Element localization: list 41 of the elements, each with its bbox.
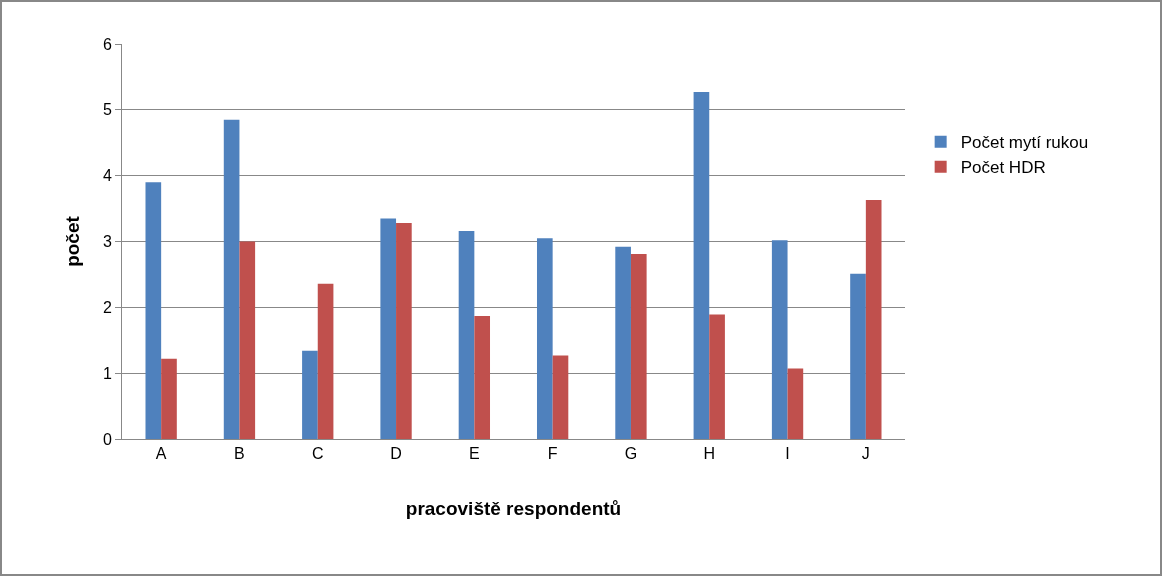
y-tick-label: 3: [102, 233, 112, 251]
bar: [850, 273, 866, 439]
bar: [396, 223, 412, 439]
legend-label: Počet mytí rukou: [960, 133, 1089, 153]
bar: [536, 238, 553, 439]
x-tick-label: E: [469, 445, 480, 463]
y-tick-label: 4: [102, 167, 112, 185]
x-tick-label: H: [703, 445, 716, 463]
x-tick-label: A: [155, 445, 167, 463]
x-tick-label: I: [785, 445, 790, 463]
bar: [223, 119, 240, 439]
legend-label: Počet HDR: [960, 158, 1046, 178]
bar: [771, 240, 788, 439]
y-tick-label: 0: [102, 430, 112, 448]
y-tick-label: 5: [102, 101, 112, 119]
bar: [630, 254, 647, 439]
x-axis-title: pracoviště respondentů: [405, 498, 622, 519]
x-tick-label: B: [234, 445, 245, 463]
x-tick-label: G: [624, 445, 638, 463]
x-tick-label: J: [861, 445, 870, 463]
bar: [302, 350, 318, 439]
bar: [709, 314, 725, 439]
bar: [239, 241, 256, 439]
y-tick-label: 2: [102, 298, 112, 316]
bar: [458, 230, 475, 439]
x-tick-label: C: [311, 445, 324, 463]
bar: [380, 218, 397, 439]
y-tick-label: 6: [102, 35, 112, 53]
y-axis-title: počet: [61, 215, 83, 267]
bar: [787, 368, 804, 439]
bar: [145, 182, 162, 439]
x-tick-label: F: [547, 445, 558, 463]
bar: [474, 315, 491, 439]
bar: [615, 246, 631, 439]
bar: [865, 200, 882, 439]
x-tick-label: D: [390, 445, 402, 463]
bar: [317, 283, 334, 439]
bar: [552, 355, 569, 439]
y-tick-label: 1: [102, 364, 112, 382]
bar: [161, 358, 177, 439]
bar: [693, 92, 710, 439]
